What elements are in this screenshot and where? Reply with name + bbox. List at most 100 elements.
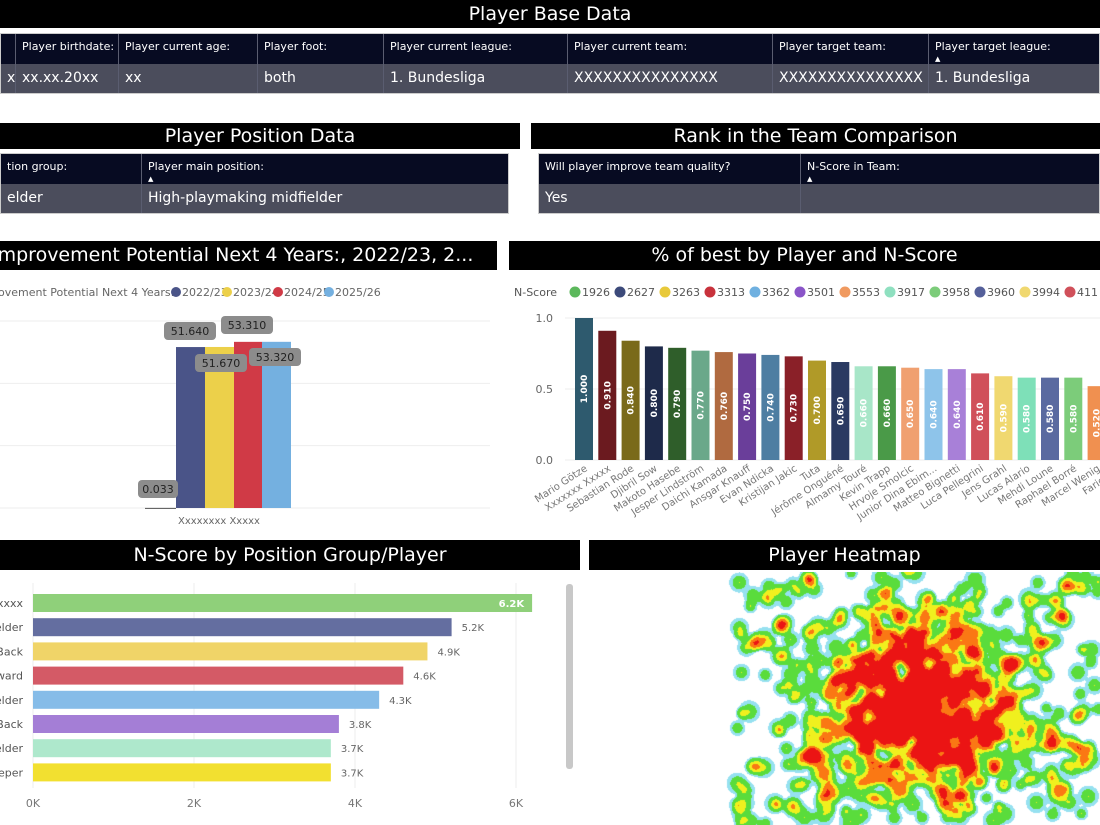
bar-data-label: 0.650 xyxy=(906,400,916,428)
bar-data-label: 0.770 xyxy=(697,391,707,419)
data-label-box xyxy=(138,480,178,498)
heatmap-title: Player Heatmap xyxy=(589,540,1100,570)
category-label: Xxxxxxxx Xxxxx xyxy=(178,516,260,527)
bar-data-label: 0.580 xyxy=(1069,405,1079,433)
bar-data-label: 0.730 xyxy=(790,394,800,422)
bar xyxy=(691,350,710,460)
nscore-chart: 0K 2K 4K 6K xxxx 6.2K elder 5.2K Back 4.9K ward 4.6… xyxy=(0,583,573,810)
bar xyxy=(924,369,943,460)
bar-data-label: 0.910 xyxy=(603,381,613,409)
data-label: 4.6K xyxy=(413,672,436,683)
legend-label: 3994 xyxy=(1032,286,1060,299)
category-label: Back xyxy=(0,645,24,658)
cell-value: both xyxy=(258,63,384,93)
nscore-title: N-Score by Position Group/Player xyxy=(0,540,580,570)
player-base-table: Player birthdate: Player current age: Play… xyxy=(0,33,1100,94)
x-tick-label: 4K xyxy=(348,797,363,810)
category-label: elder xyxy=(0,621,23,634)
data-label-box xyxy=(221,316,273,334)
legend-label: 3960 xyxy=(987,286,1015,299)
column-header[interactable]: Player target team: xyxy=(773,34,929,64)
bar xyxy=(831,362,850,460)
column-header[interactable]: Will player improve team quality? xyxy=(539,154,801,184)
x-tick-label: 0K xyxy=(26,797,41,810)
bar-data-label: 0.690 xyxy=(836,397,846,425)
category-label: xxxx xyxy=(0,597,23,610)
bar-data-label: 0.740 xyxy=(766,393,776,421)
bar-data-label: 0.840 xyxy=(627,386,637,414)
category-label: Back xyxy=(0,718,24,731)
legend-marker xyxy=(704,286,716,298)
legend-label: 3263 xyxy=(672,286,700,299)
sort-ascending-icon[interactable]: ▲ xyxy=(148,174,154,183)
legend-label: 2024/25 xyxy=(284,286,330,299)
cell-value: 1. Bundesliga xyxy=(929,64,1099,94)
column-header[interactable]: tion group: xyxy=(1,154,142,184)
bar xyxy=(1017,377,1036,460)
legend-label: 1926 xyxy=(582,286,610,299)
cell-value: Yes xyxy=(539,183,801,213)
bar-data-label: 0.700 xyxy=(813,396,823,424)
bar-data-label: 0.640 xyxy=(953,400,963,428)
column-header[interactable]: Player current age: xyxy=(119,34,258,64)
legend-label: 2023/24 xyxy=(233,286,279,299)
legend-label: 411 xyxy=(1077,286,1098,299)
legend-label: 3553 xyxy=(852,286,880,299)
x-tick-label: 6K xyxy=(509,797,524,810)
legend-marker xyxy=(1019,286,1031,298)
data-label-box xyxy=(164,322,216,340)
bar-data-label: 0.580 xyxy=(1023,405,1033,433)
cell-value: xx xyxy=(119,63,258,93)
bar xyxy=(33,666,404,685)
legend-marker xyxy=(839,286,851,298)
bar-data-label: 0.520 xyxy=(1093,409,1100,437)
column-header[interactable]: Player birthdate: xyxy=(16,34,119,64)
sort-ascending-icon[interactable]: ▲ xyxy=(807,174,813,183)
column-header[interactable]: N-Score in Team: ▲ xyxy=(801,154,1099,184)
legend-marker xyxy=(884,286,896,298)
cell-value: XXXXXXXXXXXXXXX xyxy=(773,63,929,93)
bar-data-label: 0.660 xyxy=(883,399,893,427)
column-header[interactable]: Player current league: xyxy=(384,34,568,64)
column-header[interactable]: Player target league: ▲ xyxy=(929,34,1099,64)
data-label: 51.670 xyxy=(202,357,241,370)
bar xyxy=(205,346,234,508)
bar xyxy=(1087,386,1100,460)
pct-best-chart: 0.0 0.5 1.0 N-Score 1926 2627 3263 3313 3362 3501… xyxy=(514,286,1100,524)
vertical-scrollbar[interactable] xyxy=(566,584,573,769)
legend-label: 3501 xyxy=(807,286,835,299)
sort-ascending-icon[interactable]: ▲ xyxy=(935,54,941,63)
bar xyxy=(33,739,331,758)
bar xyxy=(33,763,331,782)
y-tick-label: 1.0 xyxy=(536,312,554,325)
category-label: eeper xyxy=(0,766,23,779)
column-header[interactable]: Player main position: ▲ xyxy=(142,154,508,184)
bar-data-label: 0.590 xyxy=(999,404,1009,432)
legend-marker xyxy=(794,286,806,298)
data-label-box xyxy=(195,354,247,372)
bar xyxy=(784,356,803,460)
legend-marker xyxy=(929,286,941,298)
position-table: tion group: Player main position: ▲ elder Hi… xyxy=(0,153,509,214)
data-label: 6.2K xyxy=(499,599,526,610)
data-label: 3.7K xyxy=(341,744,364,755)
data-label: 3.7K xyxy=(341,768,364,779)
bar xyxy=(575,318,593,460)
column-header[interactable]: Player current team: xyxy=(568,34,773,64)
legend-marker xyxy=(659,286,671,298)
rank-table: Will player improve team quality? N-Score… xyxy=(538,153,1100,214)
category-label: ward xyxy=(0,670,23,683)
bar xyxy=(947,369,966,460)
legend-label: 3313 xyxy=(717,286,745,299)
bar xyxy=(33,690,380,709)
bar xyxy=(877,366,896,460)
data-label: 5.2K xyxy=(462,623,485,634)
cell-value: elder xyxy=(1,183,142,213)
column-header[interactable] xyxy=(1,34,16,64)
bar xyxy=(668,347,687,460)
bar xyxy=(971,373,990,460)
base-title: Player Base Data xyxy=(0,0,1100,28)
cell-value: 1. Bundesliga xyxy=(384,63,568,93)
column-header[interactable]: Player foot: xyxy=(258,34,384,64)
bar xyxy=(262,341,291,508)
